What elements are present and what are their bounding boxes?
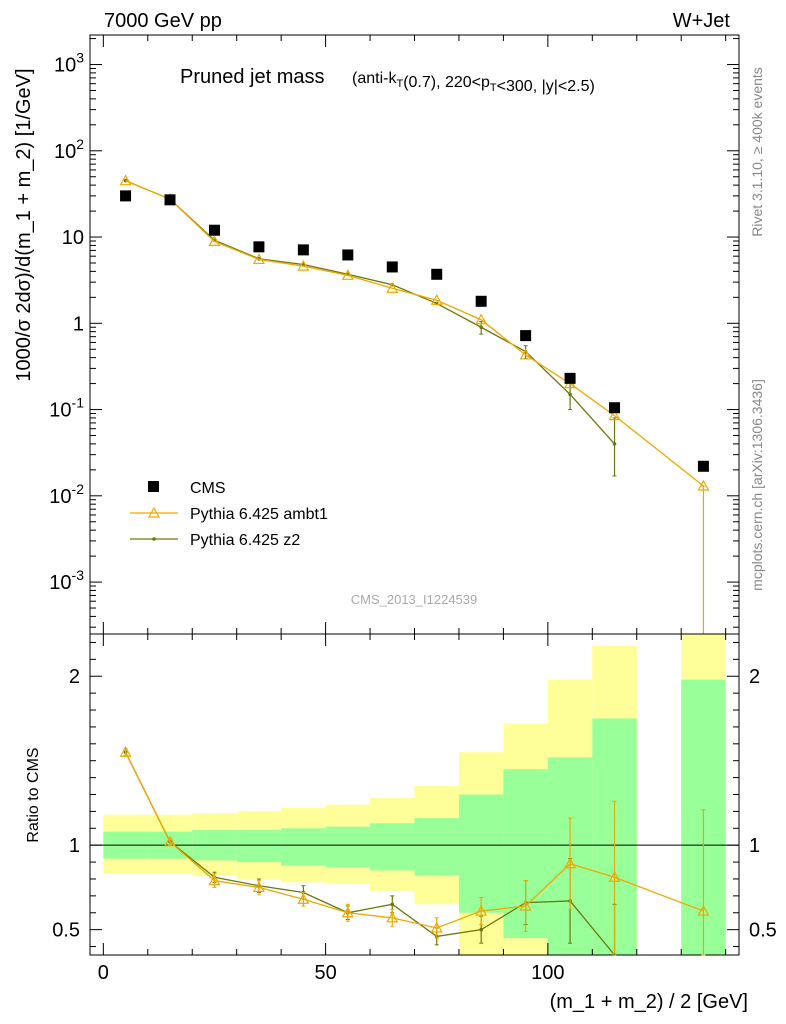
ambt1-point (386, 282, 399, 293)
cms-point (253, 241, 265, 253)
ambt1-ratio-point (119, 746, 132, 757)
ambt1-point (519, 348, 532, 360)
main-panel: 10-3 10-2 10-1 1 10 102 103 (49, 34, 740, 635)
legend-ambt1-marker (147, 506, 161, 518)
cms-point (297, 244, 309, 256)
main-y-axis-label: 1000/σ 2dσ)/d(m_1 + m_2) [1/GeV] (13, 68, 35, 381)
analysis-id-label: CMS_2013_I1224539 (351, 592, 478, 607)
z2-ratio-line (124, 751, 616, 956)
ratio-y-tick-label: 2 (69, 666, 80, 688)
ambt1-point (208, 235, 221, 247)
cms-point (431, 268, 443, 280)
cms-point (520, 330, 532, 342)
ambt1-ratio-point (430, 921, 443, 933)
main-y-tick-label: 10-1 (49, 395, 84, 422)
z2-line (125, 180, 616, 445)
ratio-y-tick-label-right: 1 (749, 835, 760, 857)
legend-z2-marker (152, 537, 156, 541)
z2-ratio-point (479, 927, 483, 932)
ratio-y-tick-label-right: 2 (749, 666, 760, 688)
cms-point (564, 372, 576, 384)
ambt1-point (697, 479, 710, 491)
legend: CMS Pythia 6.425 ambt1 Pythia 6.425 z2 (130, 480, 328, 549)
ratio-band-inner (414, 818, 459, 876)
ratio-band-inner (236, 829, 282, 863)
cms-point (208, 224, 220, 236)
chart-title: Pruned jet mass (180, 66, 325, 88)
ambt1-ratio-point (163, 835, 177, 847)
ambt1-ratio-point (519, 899, 532, 911)
ratio-y-tick-label-right: 0.5 (749, 920, 777, 942)
cms-point (609, 402, 621, 414)
chart-title-detail: (anti-kT(0.7), 220<pT<300, |y|<2.5) (352, 70, 595, 95)
ambt1-point (475, 313, 488, 325)
ratio-y-axis-label: Ratio to CMS (25, 747, 42, 842)
ambt1-point (341, 269, 354, 280)
main-y-tick-label: 10 (62, 227, 84, 249)
ambt1-ratio-point (208, 874, 221, 886)
rivet-version-label: Rivet 3.1.10, ≥ 400k events (749, 67, 765, 237)
legend-ambt1-label: Pythia 6.425 ambt1 (190, 506, 328, 523)
ratio-band-inner (281, 828, 326, 866)
cms-point (475, 295, 487, 307)
ratio-panel: 0 50 100 0.5 0.5 1 1 2 2 (52, 633, 777, 984)
process-label: W+Jet (673, 10, 731, 32)
z2-point (612, 442, 617, 446)
cms-point (164, 194, 176, 206)
z2-ratio-point (390, 902, 395, 907)
ratio-band-inner (325, 826, 371, 868)
cms-point (342, 249, 354, 261)
main-y-tick-label: 10-3 (49, 567, 84, 594)
ambt1-ratio-point (697, 904, 710, 916)
ratio-band-inner (370, 823, 415, 871)
ambt1-ratio-point (297, 893, 310, 904)
ambt1-point (119, 174, 132, 186)
legend-cms-marker (148, 481, 159, 492)
ambt1-point (430, 294, 443, 305)
ambt1-ratio-point (564, 857, 577, 869)
x-tick-label: 50 (314, 962, 336, 984)
legend-cms-label: CMS (190, 480, 226, 497)
x-tick-label: 0 (98, 962, 109, 984)
energy-label: 7000 GeV pp (104, 10, 222, 32)
x-tick-label: 100 (531, 962, 564, 984)
main-frame (89, 34, 740, 635)
cms-point (697, 460, 709, 472)
legend-z2-label: Pythia 6.425 z2 (190, 532, 300, 549)
ambt1-point (608, 409, 621, 421)
main-y-tick-label: 103 (54, 50, 84, 77)
main-y-tick-label: 1 (73, 313, 84, 335)
ambt1-ratio-point (341, 906, 354, 918)
mcplots-label: mcplots.cern.ch [arXiv:1306.3436] (749, 379, 765, 591)
ambt1-point (297, 259, 310, 271)
ambt1-ratio-point (608, 871, 621, 882)
z2-point (479, 325, 483, 330)
x-axis-label: (m_1 + m_2) / 2 [GeV] (550, 991, 748, 1013)
ambt1-ratio-point (475, 904, 488, 916)
ambt1-point (252, 253, 265, 265)
main-y-tick-label: 10-2 (49, 481, 84, 508)
cms-point (120, 190, 132, 202)
main-y-tick-label: 102 (54, 136, 84, 163)
ambt1-ratio-point (386, 911, 399, 923)
ambt1-ratio-point (252, 881, 265, 893)
z2-point (568, 392, 572, 397)
ratio-band-inner (458, 794, 504, 913)
ratio-y-tick-label: 1 (69, 835, 80, 857)
cms-point (386, 261, 398, 273)
ratio-y-tick-label: 0.5 (52, 920, 80, 942)
